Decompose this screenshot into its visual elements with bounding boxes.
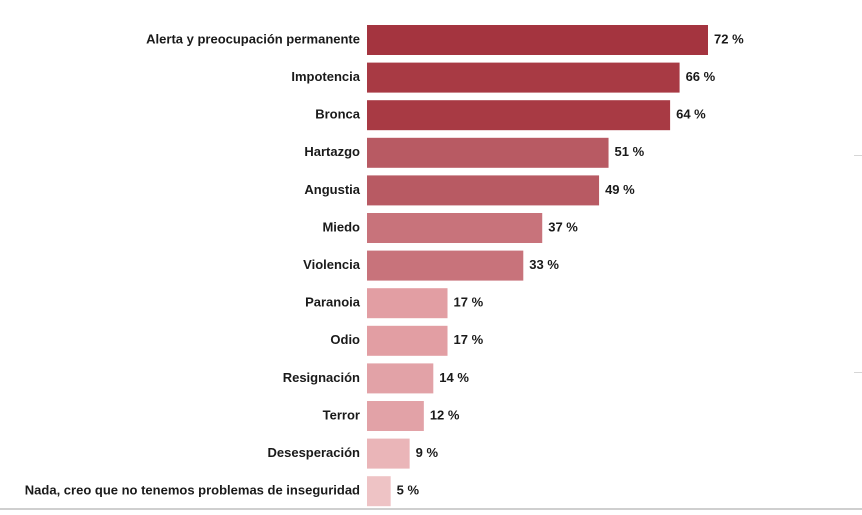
category-label: Desesperación (268, 445, 361, 460)
frame-bottom-border (0, 508, 862, 510)
value-label: 37 % (548, 219, 578, 234)
value-label: 17 % (454, 295, 484, 310)
bar (367, 100, 671, 131)
value-label: 66 % (686, 69, 716, 84)
bar (367, 363, 434, 394)
category-label: Angustia (304, 182, 360, 197)
frame-edge-line (854, 155, 862, 156)
category-label: Paranoia (305, 295, 361, 310)
value-label: 33 % (529, 257, 559, 272)
category-label: Bronca (315, 107, 361, 122)
category-label: Nada, creo que no tenemos problemas de i… (25, 483, 360, 498)
bar (367, 476, 391, 507)
bar (367, 250, 524, 281)
value-label: 64 % (676, 107, 706, 122)
bar (367, 325, 448, 356)
value-label: 72 % (714, 31, 744, 46)
bar (367, 137, 609, 168)
bar (367, 213, 543, 243)
category-label: Impotencia (291, 69, 360, 84)
category-label: Resignación (283, 370, 360, 385)
value-label: 5 % (397, 483, 420, 498)
value-label: 17 % (454, 332, 484, 347)
bar (367, 288, 448, 319)
bar (367, 175, 600, 206)
bar (367, 25, 708, 55)
value-label: 51 % (615, 144, 645, 159)
value-label: 12 % (430, 407, 460, 422)
category-label: Terror (323, 407, 360, 422)
bar (367, 62, 680, 93)
bar (367, 401, 424, 431)
category-label: Odio (330, 332, 360, 347)
value-label: 14 % (439, 370, 469, 385)
category-label: Alerta y preocupación permanente (146, 31, 360, 46)
category-label: Violencia (303, 257, 361, 272)
frame-edge-line (854, 372, 862, 373)
value-label: 9 % (416, 445, 439, 460)
bar (367, 438, 410, 469)
category-label: Miedo (322, 219, 360, 234)
category-label: Hartazgo (304, 144, 360, 159)
value-label: 49 % (605, 182, 635, 197)
